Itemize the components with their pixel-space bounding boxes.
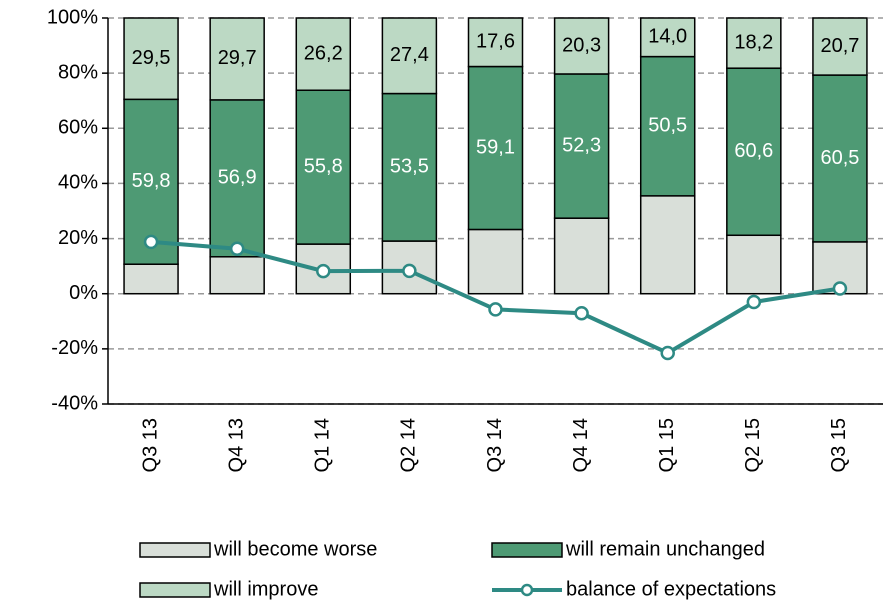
bar-segment xyxy=(123,263,179,295)
data-label: 20,3 xyxy=(562,34,601,56)
y-tick-label: 40% xyxy=(58,172,98,194)
bar-segment xyxy=(726,17,782,69)
data-label: 60,6 xyxy=(734,140,773,162)
data-label: 53,5 xyxy=(390,156,429,178)
bar-segment xyxy=(639,17,696,58)
bar-segment xyxy=(639,55,696,197)
bar-segment xyxy=(726,67,782,237)
x-tick-label: Q4 13 xyxy=(225,418,247,472)
legend-swatch xyxy=(491,542,563,558)
legend-swatch xyxy=(139,542,211,558)
bar-segment xyxy=(295,17,352,91)
y-tick-label: 80% xyxy=(58,61,98,83)
line-marker xyxy=(143,234,159,250)
legend-label: will improve xyxy=(213,578,318,600)
line-marker xyxy=(746,294,762,310)
bar-segment xyxy=(639,195,696,295)
line-marker xyxy=(832,281,848,296)
data-label: 50,5 xyxy=(648,114,687,136)
legend-label: will become worse xyxy=(213,538,377,560)
data-label: 55,8 xyxy=(304,155,343,177)
bar-segment xyxy=(467,65,524,231)
line-marker xyxy=(402,263,417,279)
x-tick-label: Q1 14 xyxy=(312,418,334,472)
y-tick-label: -40% xyxy=(51,392,98,414)
x-tick-label: Q3 13 xyxy=(139,418,161,472)
y-tick-label: 20% xyxy=(58,227,98,249)
bar-segment xyxy=(209,256,265,295)
bar-segment xyxy=(123,17,179,101)
bar-segment xyxy=(726,234,782,295)
data-label: 29,5 xyxy=(132,47,171,69)
y-tick-label: 100% xyxy=(47,6,98,28)
legend-swatch xyxy=(139,582,211,598)
bar-segment xyxy=(209,99,265,258)
bar-segment xyxy=(467,228,524,295)
line-marker xyxy=(488,302,503,317)
x-tick-label: Q3 14 xyxy=(484,418,506,472)
legend-marker xyxy=(520,583,534,597)
y-tick-label: 60% xyxy=(58,117,98,139)
data-label: 59,1 xyxy=(476,136,515,158)
x-tick-label: Q2 14 xyxy=(398,418,420,472)
bar-segment xyxy=(553,17,610,75)
bar-segment xyxy=(812,17,868,76)
x-tick-label: Q1 15 xyxy=(656,418,678,472)
bar-segment xyxy=(467,17,524,68)
bar-segment xyxy=(553,217,610,295)
legend-label: will remain unchanged xyxy=(565,538,765,560)
data-label: 26,2 xyxy=(304,42,343,64)
line-marker xyxy=(316,263,331,279)
legend-label: balance of expectations xyxy=(566,578,776,600)
data-label: 14,0 xyxy=(648,26,687,48)
bar-segment xyxy=(381,17,438,95)
bar-segment xyxy=(553,73,610,219)
line-marker xyxy=(229,241,245,257)
bar-segment xyxy=(812,74,868,243)
y-tick-label: -20% xyxy=(51,337,98,359)
line-marker xyxy=(574,306,589,321)
data-label: 18,2 xyxy=(734,31,773,53)
x-tick-label: Q2 15 xyxy=(742,418,764,472)
x-tick-label: Q3 15 xyxy=(828,418,850,472)
data-label: 20,7 xyxy=(820,35,859,57)
line-marker xyxy=(660,345,675,361)
bar-segment xyxy=(381,92,438,242)
data-label: 27,4 xyxy=(390,44,429,66)
data-label: 59,8 xyxy=(132,170,171,192)
data-label: 17,6 xyxy=(476,31,515,53)
bar-segment xyxy=(209,17,265,101)
bar-segment xyxy=(295,89,352,245)
data-label: 60,5 xyxy=(820,147,859,169)
y-tick-label: 0% xyxy=(69,282,98,304)
x-tick-label: Q4 14 xyxy=(570,418,592,472)
data-label: 29,7 xyxy=(218,47,257,69)
data-label: 56,9 xyxy=(218,167,257,189)
data-label: 52,3 xyxy=(562,134,601,156)
